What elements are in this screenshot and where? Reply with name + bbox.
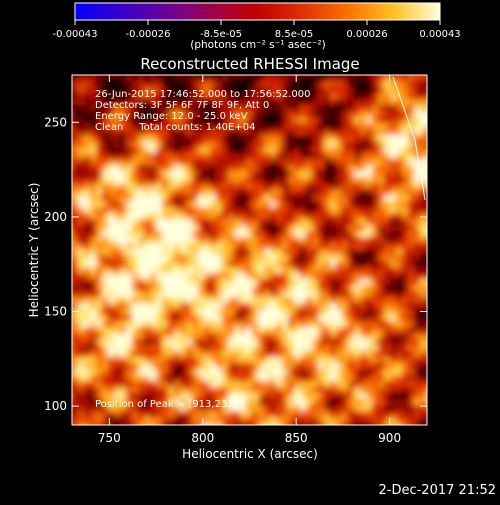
y-tick-label: 100 <box>44 399 67 413</box>
colorbar-units: (photons cm⁻² s⁻¹ asec⁻²) <box>190 39 325 51</box>
x-tick-label: 900 <box>378 431 401 445</box>
heatmap-image <box>72 75 427 425</box>
colorbar-ticks: -0.00043 -0.00026 -8.5e-05 8.5e-05 0.00026 0.… <box>53 20 461 40</box>
x-tick-label: 800 <box>191 431 214 445</box>
y-axis-label: Heliocentric Y (arcsec) <box>27 183 41 318</box>
colorbar-tick-label: -0.00043 <box>53 29 98 40</box>
chart-title: Reconstructed RHESSI Image <box>140 55 359 73</box>
colorbar-tick-label: 0.00026 <box>346 29 387 40</box>
x-tick-label: 750 <box>98 431 121 445</box>
info-time-range: 26-Jun-2015 17:46:52.000 to 17:56:52.000 <box>95 89 311 100</box>
solar-limb-line <box>392 76 426 201</box>
axis-ticks: 750 800 850 900 100 150 200 250 <box>44 75 427 445</box>
colorbar-tick-label: 8.5e-05 <box>275 29 313 40</box>
colorbar-tick-label: -8.5e-05 <box>200 29 242 40</box>
y-tick-label: 150 <box>44 304 67 318</box>
info-energy-range: Energy Range: 12.0 - 25.0 keV <box>95 111 248 122</box>
x-axis-label: Heliocentric X (arcsec) <box>182 447 318 461</box>
plot-frame <box>71 74 428 426</box>
peak-position-label: Position of Peak = [913,237] <box>95 399 238 410</box>
footer-date: 2-Dec-2017 21:52 <box>379 483 497 498</box>
x-tick-label: 850 <box>285 431 308 445</box>
y-tick-label: 200 <box>44 210 67 224</box>
colorbar-tick-label: -0.00026 <box>126 29 171 40</box>
info-total-counts: Clean Total counts: 1.40E+04 <box>95 122 255 133</box>
colorbar <box>74 2 441 21</box>
colorbar-tick-label: 0.00043 <box>419 29 460 40</box>
info-detectors: Detectors: 3F 5F 6F 7F 8F 9F, Att 0 <box>95 100 269 111</box>
info-block: 26-Jun-2015 17:46:52.000 to 17:56:52.000… <box>95 89 311 133</box>
y-tick-label: 250 <box>44 115 67 129</box>
